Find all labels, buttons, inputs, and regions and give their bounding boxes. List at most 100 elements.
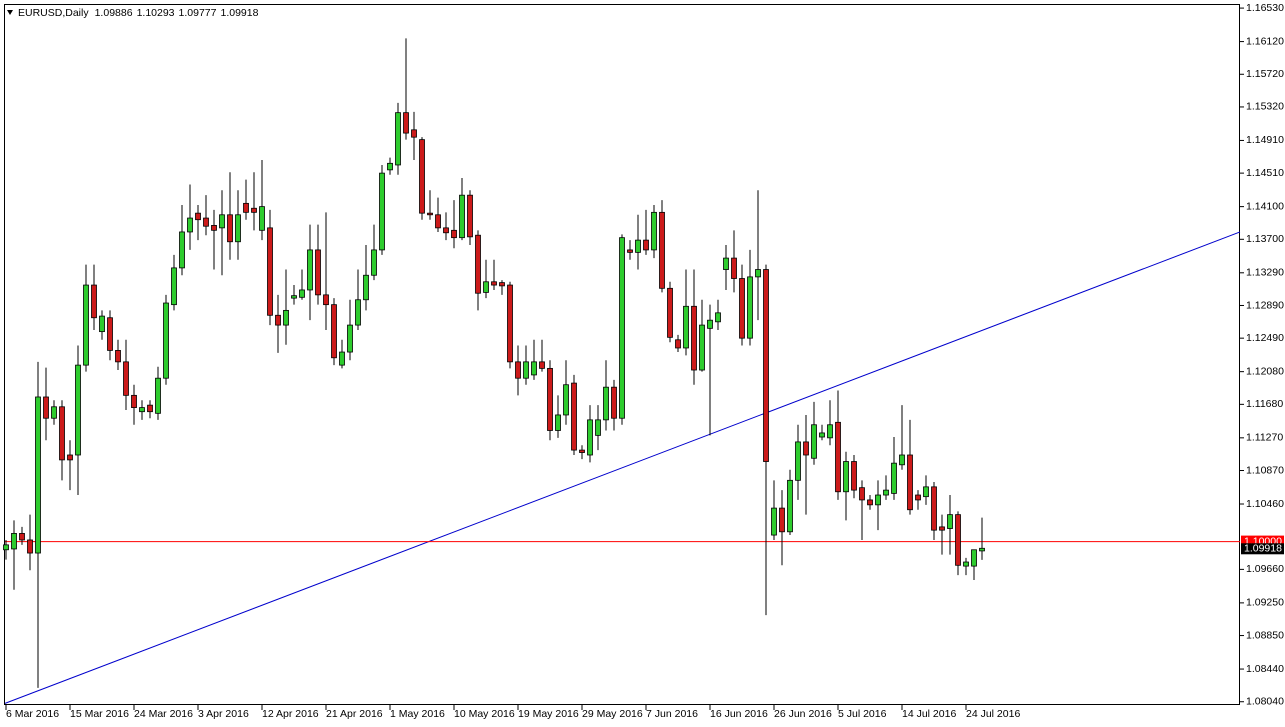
candle-body <box>427 212 433 216</box>
x-tick-label: 26 Jun 2016 <box>774 708 832 720</box>
candle-body <box>203 217 209 227</box>
candle-body <box>891 462 897 494</box>
candle-body <box>923 486 929 498</box>
candle-body <box>91 284 97 319</box>
y-tick-label: 1.11680 <box>1246 398 1283 410</box>
y-tick-label: 1.08850 <box>1246 629 1284 641</box>
candle-body <box>883 489 889 496</box>
candle-body <box>139 407 145 413</box>
candle-body <box>979 547 985 552</box>
candle-body <box>163 302 169 379</box>
candle-body <box>459 194 465 239</box>
candle-body <box>899 454 905 466</box>
candle-body <box>819 432 825 438</box>
candle-body <box>771 507 777 536</box>
candle-body <box>867 499 873 506</box>
candle-body <box>251 207 257 213</box>
candle-body <box>35 396 41 554</box>
candle-body <box>555 414 561 431</box>
candle-body <box>723 257 729 270</box>
x-tick-label: 5 Jul 2016 <box>838 708 887 720</box>
header-ohlc: 1.10293 <box>137 7 175 19</box>
y-tick-label: 1.15320 <box>1246 101 1284 113</box>
candle-body <box>499 282 505 287</box>
candle-body <box>339 351 345 366</box>
candle-body <box>627 249 633 253</box>
candle-body <box>571 382 577 451</box>
x-tick-label: 6 Mar 2016 <box>6 708 59 720</box>
candle-body <box>379 172 385 251</box>
candle-body <box>467 194 473 238</box>
x-tick-label: 12 Apr 2016 <box>262 708 319 720</box>
candle-body <box>531 361 537 376</box>
candle-body <box>603 386 609 421</box>
candle-body <box>371 249 377 276</box>
candle-body <box>683 305 689 349</box>
level-label-box <box>1241 535 1284 547</box>
candle-body <box>523 361 529 379</box>
candle-body <box>171 267 177 306</box>
candle-body <box>507 284 513 363</box>
candle-body <box>955 514 961 566</box>
candle-body <box>107 317 113 351</box>
candle-body <box>483 281 489 293</box>
y-tick-label: 1.12080 <box>1246 365 1284 377</box>
candle-body <box>395 112 401 166</box>
candle-body <box>971 549 977 567</box>
x-tick-label: 14 Jul 2016 <box>902 708 956 720</box>
candle-body <box>635 239 641 253</box>
candle-body <box>619 237 625 419</box>
candle-body <box>27 539 33 554</box>
candle-body <box>947 514 953 529</box>
candle-body <box>315 249 321 296</box>
candle-body <box>307 249 313 291</box>
candle-body <box>843 461 849 493</box>
candle-body <box>715 312 721 323</box>
y-tick-label: 1.10460 <box>1246 498 1284 510</box>
trendline <box>4 231 1241 704</box>
candle-body <box>219 214 225 229</box>
candle-body <box>243 202 249 213</box>
candle-body <box>763 269 769 462</box>
y-tick-label: 1.12490 <box>1246 332 1284 344</box>
candle-body <box>859 487 865 501</box>
candle-body <box>475 234 481 294</box>
candle-body <box>443 227 449 234</box>
y-tick-label: 1.09660 <box>1246 563 1284 575</box>
y-tick-label: 1.14910 <box>1246 134 1284 146</box>
candle-body <box>795 441 801 481</box>
candle-body <box>195 212 201 221</box>
candle-body <box>115 350 121 363</box>
x-tick-label: 7 Jun 2016 <box>646 708 698 720</box>
candle-body <box>835 421 841 493</box>
candle-body <box>779 507 785 533</box>
y-tick-label: 1.14100 <box>1246 200 1284 212</box>
candle-body <box>851 461 857 491</box>
candle-body <box>643 239 649 251</box>
x-tick-label: 10 May 2016 <box>454 708 515 720</box>
candle-body <box>11 533 17 550</box>
menu-arrow[interactable] <box>7 10 13 15</box>
candle-body <box>323 294 329 306</box>
candle-body <box>283 309 289 326</box>
candle-body <box>915 494 921 501</box>
candle-body <box>939 526 945 531</box>
candle-body <box>299 289 305 298</box>
x-tick-label: 24 Jul 2016 <box>966 708 1020 720</box>
candle-body <box>355 299 361 326</box>
x-tick-label: 21 Apr 2016 <box>326 708 383 720</box>
y-tick-label: 1.15720 <box>1246 68 1284 80</box>
candle-body <box>3 544 9 551</box>
candle-body <box>931 486 937 531</box>
x-tick-label: 15 Mar 2016 <box>70 708 129 720</box>
candle-body <box>51 406 57 419</box>
candle-body <box>547 367 553 431</box>
candle-body <box>291 295 297 299</box>
x-tick-label: 19 May 2016 <box>518 708 579 720</box>
candle-body <box>579 449 585 453</box>
candle-body <box>59 406 65 461</box>
candle-body <box>659 211 665 289</box>
candle-body <box>811 424 817 459</box>
